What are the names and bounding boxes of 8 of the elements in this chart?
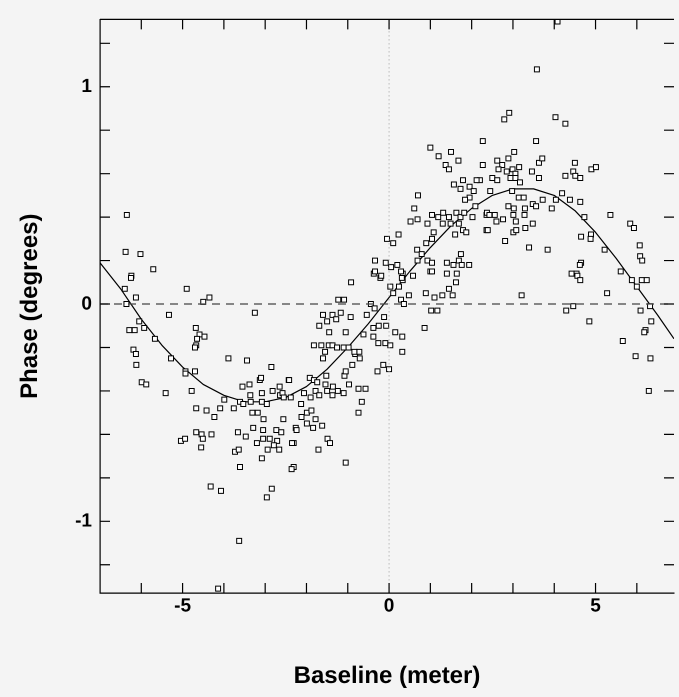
- x-tick-label: 5: [590, 596, 602, 617]
- y-tick-label: -1: [75, 510, 92, 532]
- x-tick-label: 0: [384, 596, 394, 617]
- y-tick-label: 1: [81, 76, 92, 97]
- y-tick-label: 0: [81, 293, 92, 314]
- x-tick-label: -5: [174, 596, 192, 617]
- x-axis-title: Baseline (meter): [294, 662, 480, 690]
- y-axis-title: Phase (degrees): [16, 213, 44, 399]
